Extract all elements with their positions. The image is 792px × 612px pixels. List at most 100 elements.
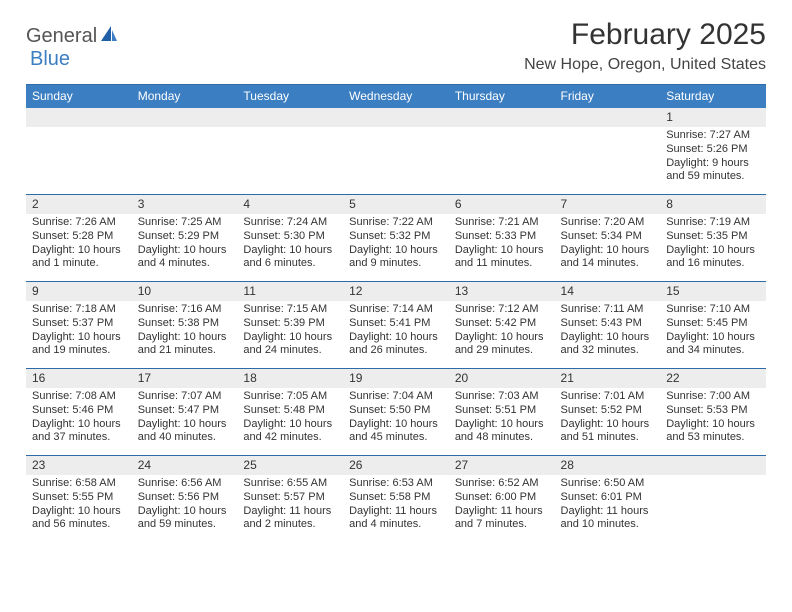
day-number: 21 (555, 369, 661, 389)
location-text: New Hope, Oregon, United States (524, 56, 766, 74)
sunset-text: Sunset: 5:42 PM (455, 317, 549, 331)
sunset-text: Sunset: 5:30 PM (243, 230, 337, 244)
sunrise-text: Sunrise: 6:56 AM (138, 477, 232, 491)
sunset-text: Sunset: 5:56 PM (138, 491, 232, 505)
day-cell: Sunrise: 7:10 AMSunset: 5:45 PMDaylight:… (660, 301, 766, 369)
brand-text-2: Blue (30, 48, 70, 71)
day-number: 1 (660, 108, 766, 127)
day-number: 10 (132, 282, 238, 302)
day-cell: Sunrise: 6:52 AMSunset: 6:00 PMDaylight:… (449, 475, 555, 542)
sunrise-text: Sunrise: 7:00 AM (666, 390, 760, 404)
day-number: 22 (660, 369, 766, 389)
day-number: 27 (449, 456, 555, 476)
day-number (660, 456, 766, 476)
sunrise-text: Sunrise: 7:14 AM (349, 303, 443, 317)
calendar-table: Sunday Monday Tuesday Wednesday Thursday… (26, 85, 766, 542)
day-cell: Sunrise: 7:07 AMSunset: 5:47 PMDaylight:… (132, 388, 238, 456)
sunset-text: Sunset: 5:45 PM (666, 317, 760, 331)
day-cell: Sunrise: 7:24 AMSunset: 5:30 PMDaylight:… (237, 214, 343, 282)
day-cell: Sunrise: 7:08 AMSunset: 5:46 PMDaylight:… (26, 388, 132, 456)
day-number: 11 (237, 282, 343, 302)
day-number: 8 (660, 195, 766, 215)
day-cell: Sunrise: 7:15 AMSunset: 5:39 PMDaylight:… (237, 301, 343, 369)
sunrise-text: Sunrise: 7:19 AM (666, 216, 760, 230)
sunset-text: Sunset: 5:37 PM (32, 317, 126, 331)
sunset-text: Sunset: 5:29 PM (138, 230, 232, 244)
day-number: 2 (26, 195, 132, 215)
sunrise-text: Sunrise: 7:24 AM (243, 216, 337, 230)
day-number: 26 (343, 456, 449, 476)
daylight-text: Daylight: 10 hours and 42 minutes. (243, 418, 337, 446)
sunset-text: Sunset: 5:39 PM (243, 317, 337, 331)
day-content-row: Sunrise: 6:58 AMSunset: 5:55 PMDaylight:… (26, 475, 766, 542)
sunrise-text: Sunrise: 7:22 AM (349, 216, 443, 230)
day-number (449, 108, 555, 127)
day-number (132, 108, 238, 127)
day-cell: Sunrise: 7:03 AMSunset: 5:51 PMDaylight:… (449, 388, 555, 456)
day-number: 24 (132, 456, 238, 476)
sunset-text: Sunset: 6:00 PM (455, 491, 549, 505)
day-cell: Sunrise: 7:25 AMSunset: 5:29 PMDaylight:… (132, 214, 238, 282)
sunset-text: Sunset: 5:35 PM (666, 230, 760, 244)
sunset-text: Sunset: 5:51 PM (455, 404, 549, 418)
day-number: 23 (26, 456, 132, 476)
daylight-text: Daylight: 11 hours and 4 minutes. (349, 505, 443, 533)
day-cell: Sunrise: 7:21 AMSunset: 5:33 PMDaylight:… (449, 214, 555, 282)
day-cell: Sunrise: 6:56 AMSunset: 5:56 PMDaylight:… (132, 475, 238, 542)
day-cell (449, 127, 555, 195)
day-number-row: 16171819202122 (26, 369, 766, 389)
day-header-row: Sunday Monday Tuesday Wednesday Thursday… (26, 85, 766, 108)
day-number: 3 (132, 195, 238, 215)
daylight-text: Daylight: 9 hours and 59 minutes. (666, 157, 760, 185)
day-cell (237, 127, 343, 195)
sunrise-text: Sunrise: 7:18 AM (32, 303, 126, 317)
day-number: 7 (555, 195, 661, 215)
day-cell: Sunrise: 6:55 AMSunset: 5:57 PMDaylight:… (237, 475, 343, 542)
sunrise-text: Sunrise: 7:16 AM (138, 303, 232, 317)
daylight-text: Daylight: 11 hours and 2 minutes. (243, 505, 337, 533)
day-cell (343, 127, 449, 195)
sail-icon (99, 24, 119, 49)
day-header: Wednesday (343, 85, 449, 108)
daylight-text: Daylight: 10 hours and 29 minutes. (455, 331, 549, 359)
daylight-text: Daylight: 10 hours and 11 minutes. (455, 244, 549, 272)
daylight-text: Daylight: 10 hours and 37 minutes. (32, 418, 126, 446)
daylight-text: Daylight: 10 hours and 21 minutes. (138, 331, 232, 359)
day-number (343, 108, 449, 127)
day-cell (555, 127, 661, 195)
day-cell: Sunrise: 7:19 AMSunset: 5:35 PMDaylight:… (660, 214, 766, 282)
sunrise-text: Sunrise: 6:52 AM (455, 477, 549, 491)
day-number: 12 (343, 282, 449, 302)
day-header: Saturday (660, 85, 766, 108)
day-content-row: Sunrise: 7:27 AMSunset: 5:26 PMDaylight:… (26, 127, 766, 195)
sunset-text: Sunset: 5:43 PM (561, 317, 655, 331)
daylight-text: Daylight: 10 hours and 56 minutes. (32, 505, 126, 533)
sunset-text: Sunset: 5:52 PM (561, 404, 655, 418)
daylight-text: Daylight: 10 hours and 40 minutes. (138, 418, 232, 446)
sunrise-text: Sunrise: 7:08 AM (32, 390, 126, 404)
day-number: 4 (237, 195, 343, 215)
sunset-text: Sunset: 5:57 PM (243, 491, 337, 505)
day-content-row: Sunrise: 7:08 AMSunset: 5:46 PMDaylight:… (26, 388, 766, 456)
daylight-text: Daylight: 10 hours and 26 minutes. (349, 331, 443, 359)
day-header: Thursday (449, 85, 555, 108)
sunrise-text: Sunrise: 7:15 AM (243, 303, 337, 317)
sunrise-text: Sunrise: 7:12 AM (455, 303, 549, 317)
daylight-text: Daylight: 10 hours and 9 minutes. (349, 244, 443, 272)
day-cell (660, 475, 766, 542)
day-number-row: 9101112131415 (26, 282, 766, 302)
day-header: Monday (132, 85, 238, 108)
day-number-row: 1 (26, 108, 766, 127)
day-number: 6 (449, 195, 555, 215)
day-number (555, 108, 661, 127)
sunrise-text: Sunrise: 7:10 AM (666, 303, 760, 317)
sunrise-text: Sunrise: 7:26 AM (32, 216, 126, 230)
day-number: 13 (449, 282, 555, 302)
sunset-text: Sunset: 6:01 PM (561, 491, 655, 505)
day-number-row: 232425262728 (26, 456, 766, 476)
sunset-text: Sunset: 5:58 PM (349, 491, 443, 505)
day-cell: Sunrise: 7:18 AMSunset: 5:37 PMDaylight:… (26, 301, 132, 369)
day-cell: Sunrise: 7:26 AMSunset: 5:28 PMDaylight:… (26, 214, 132, 282)
daylight-text: Daylight: 10 hours and 32 minutes. (561, 331, 655, 359)
day-cell: Sunrise: 7:27 AMSunset: 5:26 PMDaylight:… (660, 127, 766, 195)
